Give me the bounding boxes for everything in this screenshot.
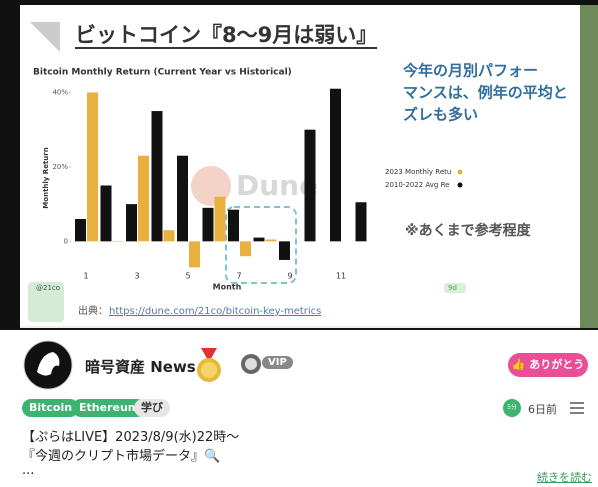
bar <box>113 241 124 242</box>
x-tick-label: 3 <box>134 272 139 281</box>
duration: 5分 <box>503 399 521 417</box>
video-frame[interactable]: ビットコイン『8〜9月は弱い』 今年の月別パフォー マンスは、例年の平均と ズレ… <box>0 0 598 330</box>
post-line: 『今週のクリプト市場データ』🔍 <box>22 445 220 464</box>
bar <box>101 186 112 242</box>
comment-1: 今年の月別パフォー <box>402 62 538 80</box>
x-tick-label: 9 <box>287 272 292 281</box>
handle: @21co <box>36 284 60 292</box>
bar <box>203 208 214 242</box>
slide <box>20 5 580 328</box>
vip-badge: VIP <box>262 356 293 369</box>
y-tick-label: 0 <box>64 237 68 245</box>
bar <box>279 241 290 260</box>
bar <box>87 92 98 241</box>
legend-label: 2010-2022 Avg Re <box>385 181 449 189</box>
x-tick-label: 11 <box>336 272 346 281</box>
bar <box>138 156 149 242</box>
x-tick-label: 1 <box>83 272 88 281</box>
post-line: ... <box>22 463 34 478</box>
bar <box>356 202 367 241</box>
posted: 6日前 <box>528 401 557 417</box>
legend-label: 2023 Monthly Retu <box>385 168 451 176</box>
x-axis-label: Month <box>213 283 242 292</box>
bar <box>305 130 316 242</box>
tag[interactable]: Bitcoin <box>22 399 79 417</box>
bar <box>330 89 341 242</box>
side-image <box>580 5 598 328</box>
bar <box>177 156 188 242</box>
x-tick-label: 5 <box>185 272 190 281</box>
post-line: 【ぷらはLIVE】2023/8/9(水)22時〜 <box>22 426 239 445</box>
slide-title: ビットコイン『8〜9月は弱い』 <box>75 23 377 47</box>
bar <box>215 197 226 242</box>
tag[interactable]: 学び <box>134 399 170 417</box>
bar <box>228 210 239 242</box>
source-link[interactable]: https://dune.com/21co/bitcoin-key-metric… <box>109 306 321 317</box>
bar <box>266 239 277 241</box>
comment-3: ズレも多い <box>403 106 478 124</box>
channel-name[interactable]: 暗号資産 News <box>85 356 196 377</box>
bar <box>240 241 251 256</box>
thanks-label: ありがとう <box>529 358 584 371</box>
source-label: 出典： <box>78 304 108 317</box>
avatar[interactable] <box>23 340 73 390</box>
bar <box>75 219 86 241</box>
y-tick-label: 40% <box>52 88 68 96</box>
legend-swatch <box>458 183 463 188</box>
age: 9d <box>448 284 457 292</box>
thanks-button[interactable]: 👍 ありがとう <box>508 353 588 377</box>
chart-title: Bitcoin Monthly Return (Current Year vs … <box>33 68 292 78</box>
bar <box>164 230 175 241</box>
list-icon[interactable] <box>570 402 584 414</box>
note: ※あくまで参考程度 <box>405 222 532 239</box>
y-tick-label: 20% <box>52 163 68 171</box>
page: ビットコイン『8〜9月は弱い』 今年の月別パフォー マンスは、例年の平均と ズレ… <box>0 0 598 487</box>
x-tick-label: 7 <box>236 272 241 281</box>
bar <box>254 238 265 242</box>
bar <box>126 204 137 241</box>
read-more[interactable]: 続きを読む <box>537 469 592 485</box>
medal-icon <box>193 346 227 386</box>
legend-swatch <box>458 170 463 175</box>
bar <box>189 241 200 267</box>
lion-icon <box>240 353 262 375</box>
bar <box>152 111 163 241</box>
comment-2: マンスは、例年の平均と <box>403 84 568 102</box>
y-axis-label: Monthly Return <box>42 147 50 208</box>
